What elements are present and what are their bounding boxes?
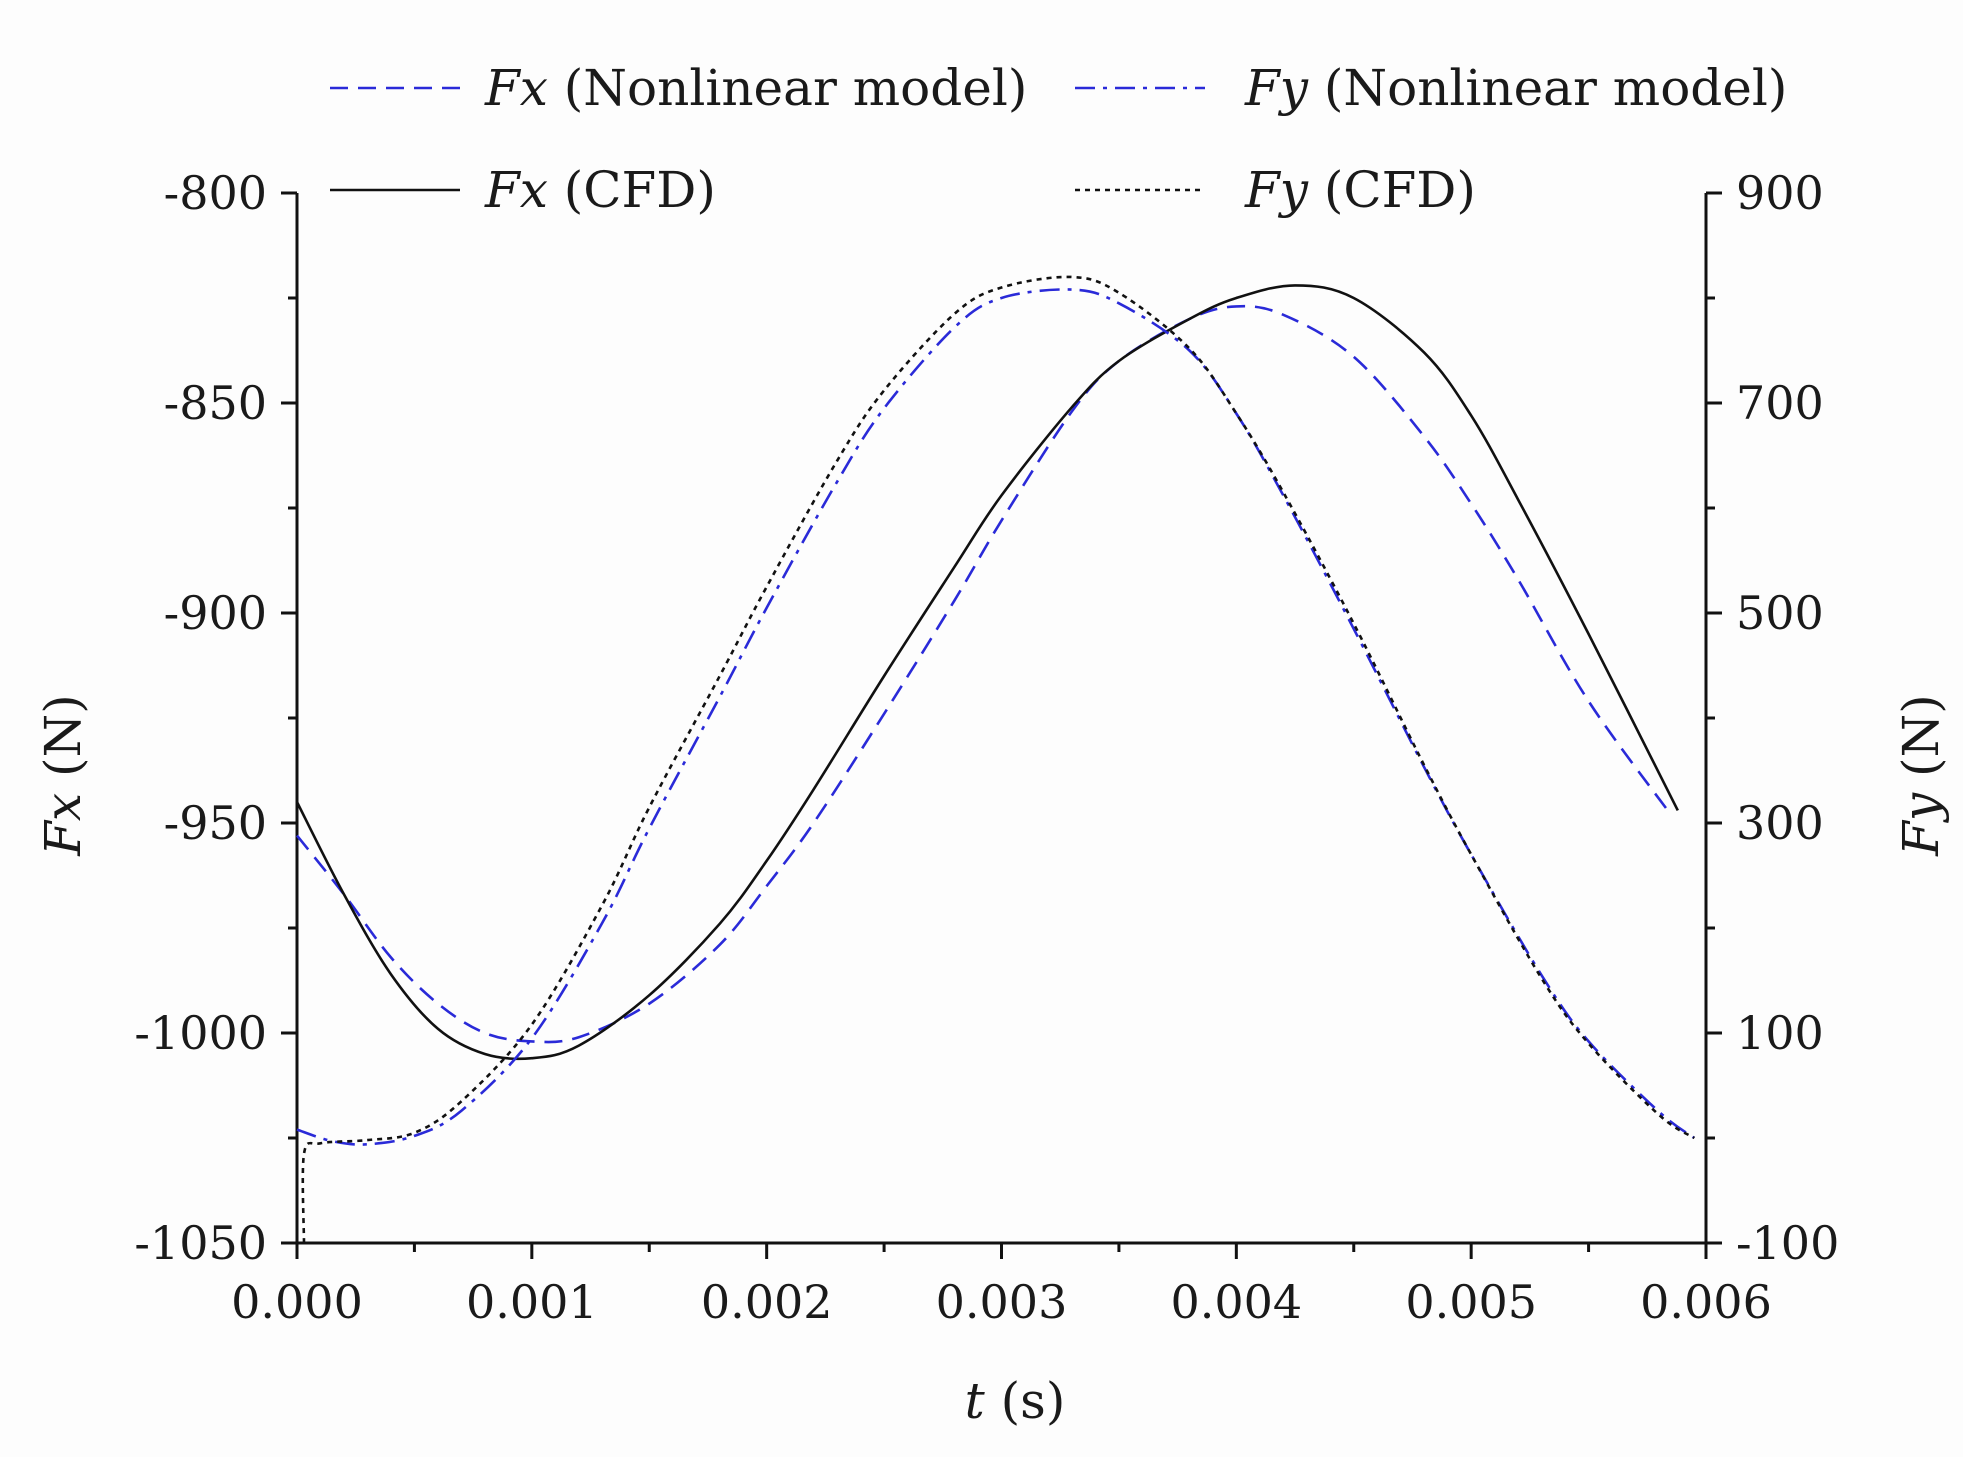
- y-right-tick-label: 700: [1736, 376, 1824, 430]
- y-left-tick-label: -1000: [134, 1006, 267, 1060]
- y-right-tick-label: 100: [1736, 1006, 1824, 1060]
- y-left-tick-label: -1050: [134, 1216, 267, 1270]
- y-left-tick-label: -850: [164, 376, 267, 430]
- y-left-axis-title: Fx (N): [34, 694, 92, 857]
- tick-labels: 0.000 0.001 0.002 0.003 0.004 0.005 0.006 -800 -…: [134, 166, 1839, 1329]
- y-left-tick-label: -900: [164, 586, 267, 640]
- series-lines: [295, 275, 1696, 1244]
- x-tick-label: 0.006: [1640, 1275, 1772, 1329]
- legend-label-fy_cfd: Fy (CFD): [1244, 161, 1476, 219]
- series-line-fy_cfd: [301, 275, 1696, 1244]
- legend: Fx (Nonlinear model) Fy (Nonlinear model)…: [330, 59, 1787, 219]
- y-right-axis-title: Fy (N): [1892, 694, 1950, 857]
- legend-label-fx_cfd: Fx (CFD): [484, 161, 716, 219]
- tick-marks: [281, 191, 1722, 1259]
- y-right-axis-unit: (N): [1892, 694, 1950, 777]
- legend-label-fy_model: Fy (Nonlinear model): [1244, 59, 1787, 117]
- x-tick-label: 0.003: [936, 1275, 1068, 1329]
- x-tick-label: 0.004: [1170, 1275, 1302, 1329]
- y-right-tick-label: 300: [1736, 796, 1824, 850]
- x-tick-label: 0.001: [466, 1275, 598, 1329]
- y-left-tick-label: -800: [164, 166, 267, 220]
- y-right-tick-label: 500: [1736, 586, 1824, 640]
- y-right-axis-var: Fy: [1892, 792, 1950, 857]
- x-tick-label: 0.005: [1405, 1275, 1537, 1329]
- x-tick-label: 0.002: [701, 1275, 833, 1329]
- y-right-tick-label: 900: [1736, 166, 1824, 220]
- x-tick-label: 0.000: [231, 1275, 363, 1329]
- y-left-tick-label: -950: [164, 796, 267, 850]
- series-line-fx_cfd: [295, 284, 1679, 1061]
- y-right-tick-label: -100: [1736, 1216, 1839, 1270]
- series-line-fx_model: [295, 304, 1672, 1044]
- x-axis-unit: (s): [1001, 1372, 1066, 1430]
- plot-frame: [295, 193, 1708, 1245]
- y-left-axis-unit: (N): [34, 694, 92, 777]
- series-line-fy_model: [296, 288, 1696, 1146]
- legend-label-fx_model: Fx (Nonlinear model): [484, 59, 1027, 117]
- x-axis-title: t (s): [965, 1372, 1066, 1430]
- y-left-axis-var: Fx: [34, 793, 92, 857]
- x-axis-var: t: [965, 1372, 986, 1430]
